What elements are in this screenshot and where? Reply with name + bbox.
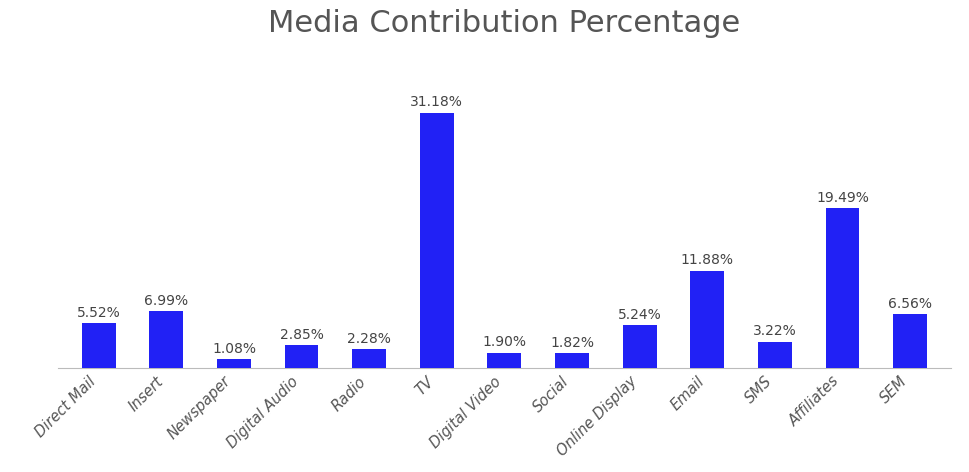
Bar: [352, 349, 386, 368]
Text: 19.49%: 19.49%: [815, 191, 868, 205]
Bar: [284, 345, 318, 368]
Text: 6.56%: 6.56%: [888, 297, 931, 311]
Bar: [892, 314, 926, 368]
Bar: [420, 112, 453, 368]
Bar: [217, 359, 251, 368]
Bar: [554, 353, 588, 368]
Title: Media Contribution Percentage: Media Contribution Percentage: [268, 8, 739, 38]
Text: 5.24%: 5.24%: [617, 308, 661, 322]
Bar: [487, 353, 520, 368]
Text: 1.08%: 1.08%: [212, 342, 256, 356]
Bar: [825, 208, 859, 368]
Text: 3.22%: 3.22%: [752, 324, 796, 338]
Bar: [690, 271, 724, 368]
Text: 2.28%: 2.28%: [347, 332, 391, 346]
Text: 11.88%: 11.88%: [680, 253, 733, 268]
Text: 1.82%: 1.82%: [549, 336, 593, 350]
Text: 5.52%: 5.52%: [77, 306, 120, 320]
Bar: [757, 342, 791, 368]
Bar: [622, 325, 656, 368]
Bar: [81, 323, 115, 368]
Text: 2.85%: 2.85%: [279, 328, 324, 342]
Text: 6.99%: 6.99%: [144, 294, 188, 308]
Bar: [149, 311, 183, 368]
Text: 31.18%: 31.18%: [410, 95, 463, 110]
Text: 1.90%: 1.90%: [482, 335, 526, 349]
